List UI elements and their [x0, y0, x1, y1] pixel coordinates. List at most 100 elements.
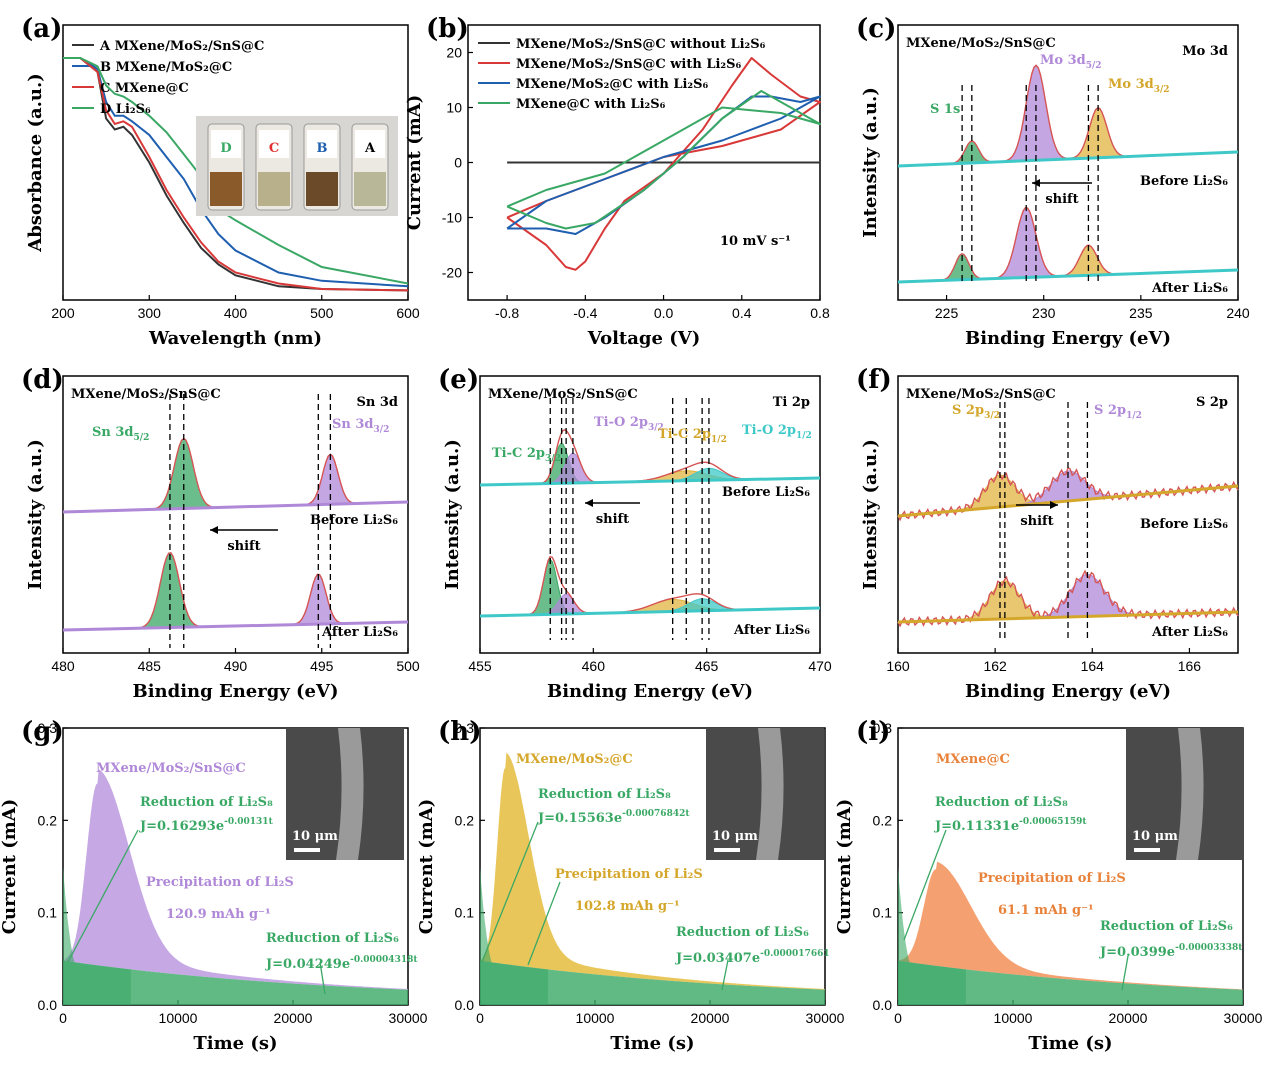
x-tick-label: 460: [582, 658, 606, 674]
y-tick-label: 0.1: [455, 905, 475, 921]
precipitation-label: Precipitation of Li₂S: [146, 875, 294, 890]
arrow-head: [210, 526, 218, 534]
sem-inset: 10 μm: [286, 728, 404, 860]
panel-h: 0 10000 20000 30000 0.0 0.1 0.2 0.3 Time (s) Curr…: [416, 717, 845, 1054]
shift-label: shift: [596, 512, 629, 527]
peak-label-main: S 1s: [930, 102, 960, 117]
li2s8-equation-main: J=0.16293e: [139, 819, 224, 834]
li2s6-reduction-label: Reduction of Li₂S₆: [1100, 919, 1233, 934]
li2s8-reduction-label: Reduction of Li₂S₈: [935, 795, 1068, 810]
x-tick-label: 0.4: [732, 305, 752, 321]
sample-title: MXene/MoS₂/SnS@C: [71, 387, 221, 402]
capacity-label: 102.8 mAh g⁻¹: [575, 899, 680, 914]
plot-frame: [897, 24, 1239, 301]
peak-label-main: Ti-O 2p: [742, 423, 796, 438]
arrow-head: [1050, 501, 1058, 509]
x-tick-label: 30000: [806, 1010, 845, 1026]
x-tick-label: 400: [224, 305, 248, 321]
region-title: Mo 3d: [1182, 44, 1228, 59]
x-tick-label: 10000: [159, 1010, 198, 1026]
x-tick-label: 500: [310, 305, 334, 321]
y-tick-label: 20: [446, 45, 462, 61]
vial-label: C: [269, 141, 279, 156]
precipitation-area: [898, 861, 1243, 990]
x-axis-label: Binding Energy (eV): [547, 681, 753, 702]
x-axis-label: Time (s): [193, 1033, 277, 1054]
li2s6-equation-sup: -0.00004318t: [350, 955, 418, 965]
peak-label-main: Sn 3d: [92, 425, 134, 440]
fitted-peak: [62, 437, 409, 513]
precipitation-area: [63, 769, 408, 990]
after-label: After Li₂S₆: [1151, 625, 1228, 640]
y-axis-label: Intensity (a.u.): [860, 439, 881, 590]
series-line: [506, 90, 821, 230]
x-tick-label: 0.8: [810, 305, 830, 321]
li2s8-equation: J=0.16293e-0.00131t: [139, 817, 274, 834]
peak-label: Ti-O 2p1/2: [742, 423, 812, 441]
panel-c: 225 230 235 240 Binding Energy (eV) Intensity…: [856, 14, 1250, 349]
x-tick-label: 30000: [1224, 1010, 1263, 1026]
x-axis-label: Time (s): [1028, 1033, 1112, 1054]
li2s6-equation-sup: -0.000017661: [760, 949, 830, 959]
panel-label: (g): [21, 717, 64, 747]
sample-title: MXene/MoS₂/SnS@C: [488, 387, 638, 402]
legend-entry: A MXene/MoS₂/SnS@C: [99, 39, 264, 54]
region-title: Ti 2p: [773, 395, 810, 410]
peak-label-sub: 3/2: [1154, 85, 1170, 95]
y-axis-label: Intensity (a.u.): [860, 87, 881, 238]
x-tick-label: 240: [1226, 305, 1250, 321]
panel-label: (i): [856, 717, 890, 747]
pointer-line: [527, 881, 561, 966]
plot-frame: [479, 375, 821, 654]
x-tick-label: 465: [695, 658, 719, 674]
vial-tag: [211, 130, 241, 158]
scale-bar: [1134, 848, 1160, 852]
peak-label-sub: 3/2: [984, 411, 1000, 421]
legend-entry: MXene/MoS₂@C with Li₂S₆: [516, 77, 709, 92]
li2s8-reduction-label: Reduction of Li₂S₈: [140, 795, 273, 810]
peak-label: Mo 3d3/2: [1108, 77, 1170, 95]
x-tick-label: 455: [468, 658, 492, 674]
y-tick-label: 0.1: [873, 905, 893, 921]
li2s6-reduction-label: Reduction of Li₂S₆: [676, 925, 809, 940]
scale-bar-label: 10 μm: [292, 829, 338, 844]
peak-label: Ti-C 2p1/2: [658, 427, 727, 445]
x-tick-label: 0: [476, 1010, 484, 1026]
x-axis-label: Binding Energy (eV): [965, 328, 1171, 349]
capacity-label: 61.1 mAh g⁻¹: [998, 903, 1094, 918]
li2s8-equation-sup: -0.00065159t: [1019, 817, 1087, 827]
background-line: [897, 484, 1239, 518]
vial-label: B: [317, 141, 328, 156]
x-tick-label: 160: [886, 658, 910, 674]
peak-label-sub: 5/2: [1086, 61, 1102, 71]
sample-title: MXene/MoS₂/SnS@C: [906, 387, 1056, 402]
peak-label-main: Ti-C 2p: [658, 427, 711, 442]
x-axis-label: Binding Energy (eV): [132, 681, 338, 702]
scale-bar-label: 10 μm: [712, 829, 758, 844]
x-tick-label: 480: [51, 658, 75, 674]
panel-a: 200 300 400 500 600 Wavelength (nm) Absorbance…: [21, 14, 420, 349]
x-tick-label: 200: [51, 305, 75, 321]
background-line: [62, 500, 409, 514]
after-label: After Li₂S₆: [1151, 281, 1228, 296]
panel-f: 160 162 164 166 Binding Energy (eV) Intensity…: [856, 365, 1239, 702]
panel-label: (b): [426, 14, 469, 44]
x-tick-label: 20000: [691, 1010, 730, 1026]
li2s6-equation: J=0.04249e-0.00004318t: [265, 955, 418, 972]
peak-label-main: Sn 3d: [332, 417, 374, 432]
raw-data-line: [63, 552, 408, 631]
li2s6-equation: J=0.0399e-0.00003338t: [1099, 943, 1243, 960]
li2s8-equation: J=0.15563e-0.00076842t: [537, 809, 690, 826]
y-tick-label: 0.1: [38, 905, 58, 921]
x-tick-label: 164: [1081, 658, 1105, 674]
raw-data-line: [62, 437, 409, 513]
x-axis-label: Wavelength (nm): [148, 328, 322, 349]
panel-b: -0.8 -0.4 0.0 0.4 0.8 -20 -10 0 10 20 Voltage (V) C…: [404, 14, 830, 349]
legend-entry: C MXene@C: [100, 81, 189, 96]
x-tick-label: 0: [894, 1010, 902, 1026]
x-tick-label: 495: [310, 658, 334, 674]
peak-label-sub: 1/2: [796, 431, 812, 441]
li2s8-reduction-label: Reduction of Li₂S₈: [538, 787, 671, 802]
background-line: [479, 606, 821, 618]
